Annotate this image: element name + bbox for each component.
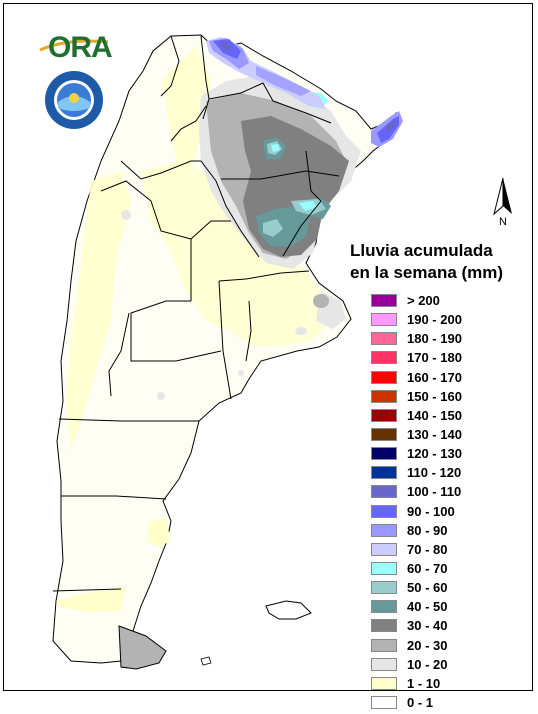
seal-emblem-icon [45, 71, 103, 129]
legend-item: 20 - 30 [371, 638, 521, 657]
legend-swatch [371, 561, 397, 575]
legend-item: 110 - 120 [371, 465, 521, 484]
legend-label: 40 - 50 [407, 599, 448, 615]
legend-swatch [371, 351, 397, 365]
legend-item: 60 - 70 [371, 561, 521, 580]
legend-swatch [371, 294, 397, 307]
legend-label: 120 - 130 [407, 446, 462, 462]
map-frame: ORA N Lluvia acumulada en la semana (mm)… [3, 3, 533, 710]
legend-item: 80 - 90 [371, 523, 521, 542]
legend-item: 160 - 170 [371, 370, 521, 389]
argentina-rainfall-map [52, 34, 403, 670]
legend-title-line2: en la semana (mm) [350, 263, 504, 282]
legend-item: 10 - 20 [371, 657, 521, 676]
ora-logo: ORA [38, 28, 113, 68]
legend-swatch [371, 313, 397, 327]
legend-item: 190 - 200 [371, 312, 521, 331]
legend-swatch [371, 657, 397, 671]
legend-label: 70 - 80 [407, 541, 448, 557]
legend-label: 130 - 140 [407, 426, 462, 442]
north-arrow-icon: N [493, 177, 512, 228]
logo-swoosh-icon [39, 39, 109, 52]
legend-label: > 200 [407, 293, 440, 308]
legend-swatch [371, 389, 397, 403]
legend-label: 110 - 120 [407, 465, 462, 481]
legend-label: 10 - 20 [407, 656, 448, 672]
legend-item: 70 - 80 [371, 542, 521, 561]
legend-label: 60 - 70 [407, 560, 448, 576]
legend-item: 50 - 60 [371, 580, 521, 599]
legend-swatch [371, 370, 397, 384]
legend-item: 120 - 130 [371, 446, 521, 465]
north-arrow: N [486, 176, 520, 228]
legend-item: 40 - 50 [371, 599, 521, 618]
legend-item: 170 - 180 [371, 350, 521, 369]
legend-item: 90 - 100 [371, 504, 521, 523]
legend-item: > 200 [371, 293, 521, 312]
legend-label: 90 - 100 [407, 503, 455, 519]
legend-item: 1 - 10 [371, 676, 521, 695]
legend-swatch [371, 638, 397, 652]
legend-swatch [371, 408, 397, 422]
legend-swatch [371, 485, 397, 499]
legend-swatch [371, 504, 397, 518]
legend-item: 180 - 190 [371, 331, 521, 350]
legend-item: 150 - 160 [371, 389, 521, 408]
legend-label: 180 - 190 [407, 331, 462, 347]
legend-item: 0 - 1 [371, 695, 521, 714]
legend-item: 140 - 150 [371, 408, 521, 427]
legend-label: 1 - 10 [407, 675, 441, 691]
legend-swatch [371, 600, 397, 614]
legend-swatch [371, 542, 397, 556]
legend-swatch [371, 427, 397, 441]
legend-label: 150 - 160 [407, 388, 462, 404]
legend-title-line1: Lluvia acumulada [350, 241, 493, 260]
legend-swatch [371, 523, 397, 537]
legend-label: 170 - 180 [407, 350, 462, 366]
legend-swatch [371, 676, 397, 690]
legend-swatch [371, 332, 397, 346]
legend-label: 50 - 60 [407, 580, 448, 596]
legend-label: 140 - 150 [407, 407, 462, 423]
legend-label: 0 - 1 [407, 694, 434, 710]
legend-swatch [371, 466, 397, 480]
legend-swatch [371, 447, 397, 461]
legend-label: 30 - 40 [407, 618, 448, 634]
legend-swatch [371, 581, 397, 595]
legend-title: Lluvia acumulada en la semana (mm) [350, 240, 503, 284]
legend-swatch [371, 695, 397, 709]
legend-item: 130 - 140 [371, 427, 521, 446]
legend-label: 190 - 200 [407, 312, 462, 328]
legend-item: 30 - 40 [371, 618, 521, 637]
legend-label: 160 - 170 [407, 369, 462, 385]
legend-label: 20 - 30 [407, 637, 448, 653]
legend-item: 100 - 110 [371, 484, 521, 503]
legend-swatch [371, 619, 397, 633]
smn-seal [44, 70, 104, 130]
north-label: N [499, 216, 507, 228]
legend-label: 100 - 110 [407, 484, 462, 500]
legend-label: 80 - 90 [407, 522, 448, 538]
logo-text: ORA [48, 31, 113, 64]
legend: > 200 190 - 200 180 - 190 170 - 180 160 - 17… [371, 293, 521, 714]
